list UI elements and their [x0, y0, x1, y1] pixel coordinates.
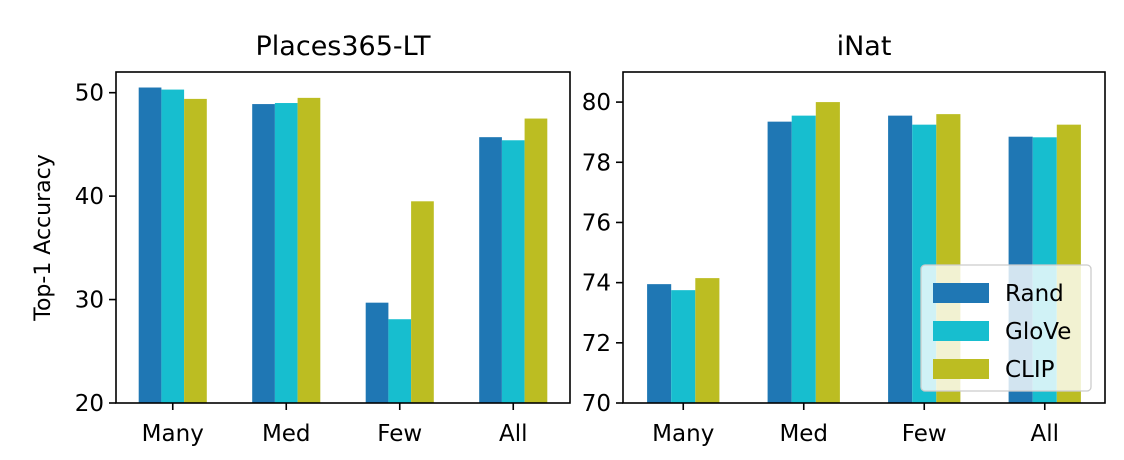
- legend-label-rand: Rand: [1005, 281, 1064, 307]
- legend-swatch-rand: [933, 283, 989, 303]
- places-ytick-label: 40: [75, 184, 104, 210]
- inat-ytick-label: 70: [582, 391, 611, 417]
- places-ytick-label: 20: [75, 391, 104, 417]
- inat-title: iNat: [837, 31, 892, 62]
- places-ytick-label: 50: [75, 81, 104, 107]
- places-bar-clip-few: [411, 201, 434, 403]
- inat-ytick-label: 74: [582, 271, 611, 297]
- places-bar-clip-all: [524, 118, 548, 404]
- places-panel: 20 30 40 50 Many Med Few All Places365-LT Top-1 A…: [31, 31, 571, 447]
- places-bar-rand-all: [479, 137, 502, 404]
- inat-ytick-label: 78: [582, 150, 611, 176]
- inat-bar-glove-many: [671, 290, 696, 403]
- places-bar-clip-many: [184, 98, 207, 403]
- places-xtick-label: Few: [377, 421, 422, 447]
- legend: Rand GloVe CLIP: [920, 264, 1092, 392]
- places-ylabel: Top-1 Accuracy: [31, 154, 56, 322]
- places-title: Places365-LT: [256, 31, 431, 62]
- inat-ytick-label: 80: [582, 90, 611, 116]
- inat-bar-clip-many: [695, 278, 720, 403]
- inat-bar-glove-med: [791, 115, 816, 403]
- legend-label-glove: GloVe: [1005, 319, 1071, 345]
- inat-bar-rand-many: [647, 284, 672, 403]
- places-ytick-label: 30: [75, 288, 104, 314]
- inat-bar-clip-med: [815, 102, 840, 403]
- legend-swatch-clip: [933, 359, 989, 379]
- places-bar-glove-many: [161, 89, 185, 403]
- inat-xtick-label: Med: [779, 421, 828, 447]
- places-bar-rand-few: [365, 302, 389, 403]
- inat-ytick-label: 72: [582, 331, 611, 357]
- inat-ytick-label: 76: [582, 210, 611, 236]
- places-bar-glove-few: [388, 319, 412, 403]
- places-bar-glove-all: [501, 140, 525, 403]
- places-bar-clip-med: [297, 97, 321, 404]
- inat-panel: 70 72 74 76 78 80 Many Med Few All iNat Rand GloVe CL…: [582, 31, 1106, 447]
- places-bar-rand-many: [138, 87, 162, 404]
- inat-xtick-label: All: [1030, 421, 1059, 447]
- inat-axes-frame: [622, 71, 1106, 404]
- places-xtick-label: Med: [262, 421, 311, 447]
- places-axes-frame: [115, 71, 571, 404]
- inat-xtick-label: Few: [902, 421, 947, 447]
- places-bar-rand-med: [252, 104, 275, 403]
- inat-xtick-label: Many: [652, 421, 714, 447]
- places-xtick-label: All: [499, 421, 528, 447]
- inat-bar-rand-med: [767, 121, 792, 404]
- inat-bar-rand-few: [888, 115, 913, 403]
- places-xtick-label: Many: [142, 421, 204, 447]
- legend-label-clip: CLIP: [1005, 357, 1055, 383]
- legend-swatch-glove: [933, 321, 989, 341]
- places-bar-glove-med: [274, 103, 298, 403]
